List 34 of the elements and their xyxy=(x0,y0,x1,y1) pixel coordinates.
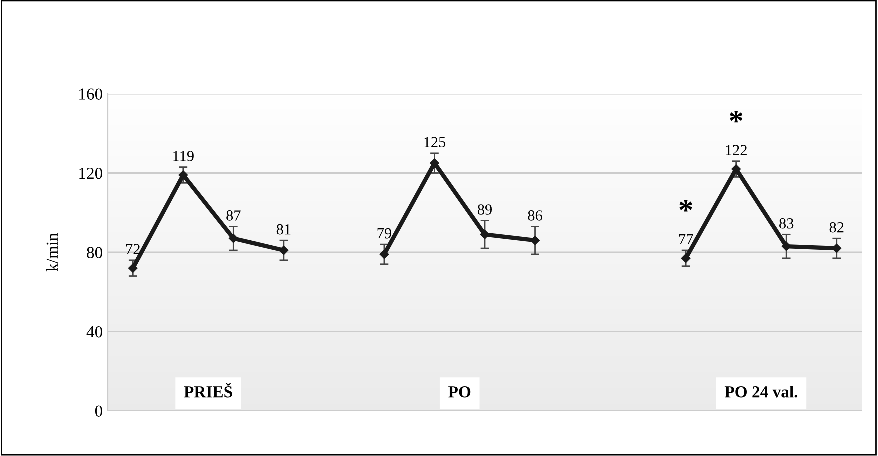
y-axis-title: k/min xyxy=(46,233,58,272)
point xyxy=(681,254,691,264)
point xyxy=(128,264,138,273)
data-label: 81 xyxy=(276,224,291,235)
y-tick-label: 120 xyxy=(80,168,103,180)
data-label: 83 xyxy=(780,218,794,229)
point xyxy=(229,234,238,244)
annotation: PO xyxy=(448,386,471,398)
y-tick-label: 160 xyxy=(80,88,103,100)
data-label: 89 xyxy=(478,204,492,215)
data-label: 79 xyxy=(378,228,392,239)
annotation: * xyxy=(680,200,692,212)
point xyxy=(279,246,289,256)
data-label: 86 xyxy=(528,210,542,221)
point xyxy=(178,170,188,180)
annotation: PO 24 val. xyxy=(724,386,798,398)
y-tick-label: 0 xyxy=(95,406,103,417)
y-tick-label: 80 xyxy=(87,247,103,258)
data-label: 122 xyxy=(726,145,747,156)
point xyxy=(530,236,540,246)
point xyxy=(430,158,440,168)
y-tick-label: 40 xyxy=(86,326,103,338)
point xyxy=(480,230,490,240)
data-label: 72 xyxy=(126,244,140,254)
data-label: 119 xyxy=(174,151,194,162)
data-label: 82 xyxy=(830,222,844,233)
point xyxy=(782,242,792,252)
data-label: 87 xyxy=(226,210,241,221)
data-label: 125 xyxy=(424,137,446,148)
annotation: * xyxy=(730,111,743,123)
data-label: 77 xyxy=(679,234,694,244)
annotation: PRIEŠ xyxy=(184,383,232,398)
point xyxy=(380,250,390,260)
point xyxy=(732,164,741,174)
